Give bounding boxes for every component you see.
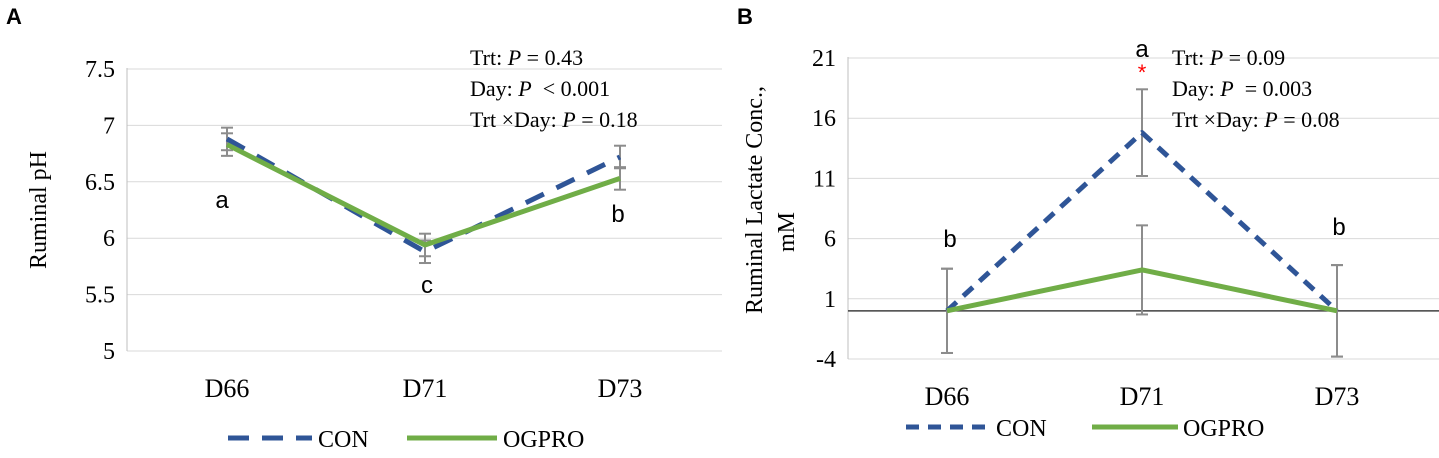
a-y-tick-label: 7	[103, 113, 115, 139]
a-stats-label: Day:	[470, 76, 518, 101]
a-x-tick-label: D73	[598, 374, 643, 403]
a-letter: c	[421, 272, 433, 299]
b-series-ogpro-line	[946, 267, 1338, 314]
a-stats-line: Day: P < 0.001	[470, 76, 610, 101]
b-series-lines	[945, 130, 1339, 314]
b-error-bars	[941, 88, 1343, 358]
b-letter: a	[1135, 36, 1149, 63]
b-legend-ogpro-label: OGPRO	[1183, 416, 1264, 442]
b-asterisk: *	[1138, 60, 1147, 85]
b-legend-con-label: CON	[996, 416, 1047, 442]
b-stats-value: = 0.003	[1234, 76, 1312, 101]
a-y-tick-label: 7.5	[85, 57, 115, 83]
panel-label-a: A	[6, 4, 22, 29]
a-stats-value: = 0.18	[576, 107, 638, 132]
b-y-tick-label: -4	[816, 347, 836, 373]
b-letter: b	[1332, 214, 1345, 241]
b-series-con-line	[945, 130, 1339, 313]
b-y-tick-label: 16	[812, 106, 836, 132]
a-y-tick-label: 6.5	[85, 170, 115, 196]
a-legend: CON OGPRO	[228, 427, 584, 453]
a-series-con-line	[225, 136, 622, 255]
panel-label-b: B	[737, 4, 753, 29]
a-stats-p: P	[561, 107, 575, 132]
a-y-tick-labels: 5 5.5 6 6.5 7 7.5	[85, 57, 115, 365]
a-stats-value: = 0.43	[521, 45, 583, 70]
a-stats-p: P	[507, 45, 521, 70]
b-stats-label: Trt:	[1172, 45, 1210, 70]
b-y-axis-label-line1: Ruminal Lactate Conc.,	[742, 86, 768, 314]
b-stats-p: P	[1209, 45, 1223, 70]
b-significance-letters: b a b	[943, 36, 1345, 253]
b-stats-line: Trt: P = 0.09	[1172, 45, 1285, 70]
b-y-tick-label: 21	[812, 46, 836, 72]
a-y-tick-label: 6	[103, 226, 115, 252]
a-stats-p: P	[517, 76, 531, 101]
a-legend-con-label: CON	[318, 427, 369, 453]
b-stats-value: = 0.08	[1278, 107, 1340, 132]
b-stats-line: Day: P = 0.003	[1172, 76, 1312, 101]
a-x-tick-label: D66	[205, 374, 250, 403]
b-stats-label: Day:	[1172, 76, 1220, 101]
b-y-tick-label: 6	[824, 227, 836, 253]
b-y-tick-label: 11	[813, 166, 836, 192]
a-letter: a	[215, 187, 229, 214]
b-stats-label: Trt ×Day:	[1172, 107, 1264, 132]
a-y-axis-label: Ruminal pH	[26, 151, 52, 269]
a-legend-ogpro-label: OGPRO	[503, 427, 584, 453]
b-letter: b	[943, 226, 956, 253]
a-stats-line: Trt: P = 0.43	[470, 45, 583, 70]
b-legend: CON OGPRO	[906, 416, 1264, 442]
b-x-tick-label: D66	[925, 382, 970, 411]
a-stats-value: < 0.001	[532, 76, 610, 101]
b-stats-line: Trt ×Day: P = 0.08	[1172, 107, 1340, 132]
a-series-ogpro-line	[225, 142, 621, 248]
b-y-axis-label-line2: mM	[774, 212, 800, 252]
b-stats-value: = 0.09	[1223, 45, 1285, 70]
b-x-tick-label: D71	[1120, 382, 1165, 411]
a-x-tick-labels: D66 D71 D73	[205, 374, 643, 403]
panel-a: A 55.566.577.5 Ruminal pH D66 D71 D73 acb …	[6, 4, 722, 453]
b-stats-p: P	[1219, 76, 1233, 101]
b-stats-p: P	[1263, 107, 1277, 132]
b-gridlines	[848, 57, 1439, 360]
b-x-tick-labels: D66 D71 D73	[925, 382, 1360, 411]
a-stats-label: Trt:	[470, 45, 508, 70]
a-y-tick-label: 5	[103, 339, 115, 365]
a-letter: b	[611, 201, 624, 228]
a-y-tick-label: 5.5	[85, 283, 115, 309]
a-stats-label: Trt ×Day:	[470, 107, 562, 132]
b-x-tick-label: D73	[1315, 382, 1360, 411]
b-y-tick-label: 1	[824, 287, 836, 313]
a-series-lines	[225, 136, 622, 255]
a-stats-line: Trt ×Day: P = 0.18	[470, 107, 638, 132]
a-significance-letters: a c b	[215, 187, 624, 299]
a-x-tick-label: D71	[403, 374, 448, 403]
